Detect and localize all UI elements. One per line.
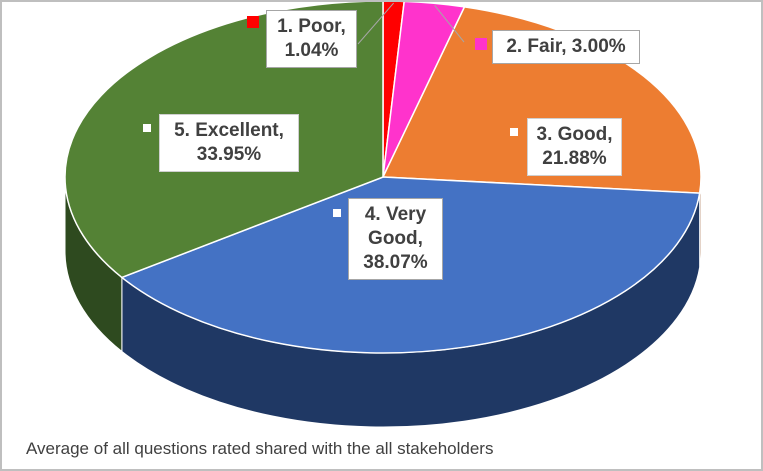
- swatch-good: [508, 126, 520, 138]
- leader-line-fair: [434, 5, 465, 43]
- label-good-name: 3. Good,: [536, 124, 613, 145]
- swatch-excellent: [141, 122, 153, 134]
- label-good-value: 21.88%: [542, 148, 607, 169]
- leader-lines: [357, 2, 465, 45]
- label-very-good-line2: Good,: [368, 228, 423, 249]
- swatch-very-good: [331, 207, 343, 219]
- swatch-fair: [475, 38, 487, 50]
- label-very-good-line1: 4. Very: [364, 204, 427, 225]
- label-excellent: 5. Excellent, 33.95%: [159, 114, 299, 172]
- label-very-good-value: 38.07%: [363, 252, 428, 273]
- swatch-poor: [247, 16, 259, 28]
- chart-footnote: Average of all questions rated shared wi…: [26, 439, 494, 458]
- label-poor: 1. Poor, 1.04%: [266, 10, 357, 68]
- label-fair-text: 2. Fair, 3.00%: [506, 36, 626, 57]
- label-good: 3. Good, 21.88%: [527, 118, 622, 176]
- label-excellent-name: 5. Excellent,: [174, 120, 284, 141]
- label-fair: 2. Fair, 3.00%: [492, 30, 640, 64]
- label-poor-name: 1. Poor,: [277, 16, 346, 37]
- label-poor-value: 1.04%: [284, 40, 339, 61]
- label-excellent-value: 33.95%: [196, 144, 262, 165]
- leader-line-poor: [357, 2, 394, 45]
- label-very-good: 4. Very Good, 38.07%: [348, 198, 443, 280]
